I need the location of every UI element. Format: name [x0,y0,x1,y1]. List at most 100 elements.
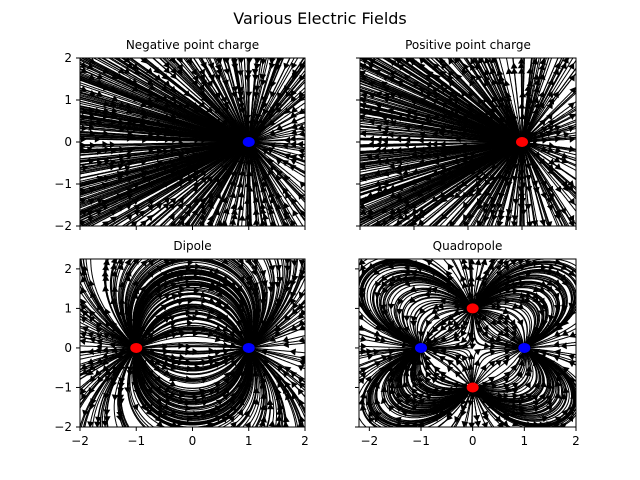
stream-arrow [162,403,170,410]
stream-arrow [243,330,251,338]
stream-arrow [96,148,103,156]
stream-arrow [253,85,261,92]
stream-arrow [518,404,525,412]
stream-arrow [526,80,534,87]
stream-arrow [410,370,418,377]
stream-arrow [228,355,236,362]
streamline [473,308,524,348]
stream-arrow [276,277,284,284]
stream-arrow [176,68,183,75]
stream-arrow [489,335,496,343]
stream-arrow [80,298,87,306]
stream-arrow [88,112,96,120]
stream-arrow [524,291,532,298]
stream-arrow [230,203,238,210]
stream-arrow [511,113,518,120]
stream-arrow [89,119,96,127]
stream-arrow [88,73,96,80]
stream-arrow [163,197,170,205]
stream-arrow [267,158,275,166]
stream-arrow [178,219,185,226]
stream-arrow [236,181,244,188]
stream-arrow [373,109,381,117]
stream-arrow [300,308,305,316]
stream-arrow [502,260,510,267]
stream-arrow [547,324,555,332]
stream-arrow [454,58,461,64]
streamline [222,349,254,427]
stream-arrow [82,326,90,333]
stream-arrow [489,113,496,121]
stream-arrow [447,110,455,117]
stream-arrow [215,312,223,320]
streamline [113,142,247,226]
stream-arrow [146,78,154,86]
stream-arrow [237,393,244,401]
stream-arrow [545,130,553,138]
stream-arrow [401,341,409,348]
negative-charge-marker [518,342,531,353]
stream-arrow [252,370,260,377]
stream-arrow [491,103,498,110]
stream-arrow [533,348,540,356]
stream-arrow [448,91,456,98]
stream-arrow [236,86,244,94]
stream-arrow [382,179,390,186]
stream-arrow [215,149,223,156]
streamline [359,337,420,349]
streamline [360,141,520,148]
streamline [411,58,522,142]
stream-arrow [473,359,481,367]
stream-arrow [404,399,412,406]
stream-arrow [111,320,118,328]
stream-arrow [389,70,397,77]
stream-arrow [298,324,305,331]
stream-arrow [440,319,448,326]
streamline [406,297,471,347]
stream-arrow [141,175,149,183]
stream-arrow [169,94,177,102]
stream-arrow [228,371,235,379]
stream-arrow [208,307,215,314]
streamline [240,58,250,141]
positive-charge-marker [466,382,479,393]
stream-arrow [538,91,545,98]
stream-arrow [236,70,244,77]
stream-arrow [266,399,274,406]
stream-arrow [431,349,439,356]
stream-arrow [162,353,169,361]
stream-arrow [223,68,231,75]
stream-arrow [252,91,260,99]
stream-arrow [410,59,417,66]
stream-arrow [366,353,374,360]
stream-arrow [397,213,405,220]
stream-arrow [126,107,133,115]
stream-arrow [519,129,527,136]
stream-arrow [518,67,525,74]
streamline [137,335,247,348]
stream-arrow [501,318,509,326]
stream-arrow [215,68,223,76]
stream-arrow [503,392,510,400]
stream-arrow [368,81,376,88]
stream-arrow [117,351,124,359]
stream-arrow [402,326,410,333]
stream-arrow [380,386,388,393]
stream-arrow [426,259,434,266]
stream-arrow [446,409,453,417]
stream-arrow [298,130,305,138]
stream-arrow [170,146,177,154]
stream-arrow [562,318,570,326]
stream-arrow [179,353,186,361]
stream-arrow [389,92,397,100]
stream-arrow [252,208,260,215]
stream-arrow [482,173,490,181]
stream-arrow [282,336,289,343]
stream-arrow [200,411,207,418]
stream-arrow [81,368,89,375]
stream-arrow [236,97,244,104]
stream-arrow [475,313,482,321]
stream-arrow [460,404,468,412]
stream-arrow [374,323,381,331]
stream-arrow [101,199,109,206]
